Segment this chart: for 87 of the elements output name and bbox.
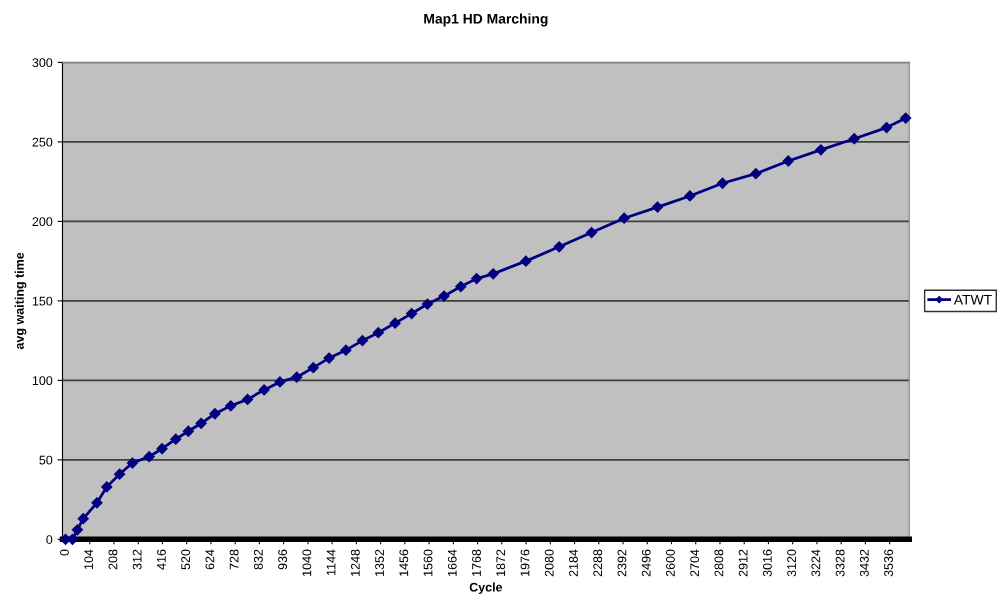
point (848, 133, 860, 145)
point (520, 255, 532, 267)
x-tick-label: 3120 (787, 549, 797, 577)
x-tick-label: 3432 (859, 549, 869, 577)
point (291, 371, 303, 383)
point (716, 177, 729, 189)
point (225, 400, 237, 412)
x-tick-label: 1976 (520, 549, 530, 576)
x-tick-label: 1144 (326, 549, 336, 575)
point (156, 443, 168, 455)
x-tick-label: 3328 (835, 549, 845, 577)
x-tick-label: 2808 (714, 549, 724, 577)
y-tick-label: 250 (32, 137, 53, 147)
point (900, 112, 912, 124)
y-tick-label: 0 (46, 535, 53, 544)
y-axis-title: avg waiting time (14, 252, 27, 350)
point (77, 513, 89, 525)
x-tick-label: 2392 (617, 549, 627, 577)
x-tick-label: 1456 (399, 549, 409, 576)
x-tick-label: 1872 (496, 549, 506, 576)
point (372, 327, 384, 339)
x-tick-label: 3016 (762, 549, 772, 577)
point (195, 417, 207, 429)
point (126, 457, 139, 469)
point (406, 307, 418, 320)
x-tick-label: 832 (253, 549, 263, 570)
x-tick-label: 1040 (302, 549, 312, 576)
x-tick-label: 1560 (423, 549, 433, 576)
point (421, 298, 434, 310)
y-tick-label: 100 (32, 376, 53, 386)
x-tick-label: 1768 (472, 549, 481, 576)
point (389, 317, 401, 329)
y-tick-label: 200 (32, 217, 53, 227)
x-tick-label: 0 (60, 549, 69, 556)
point (782, 155, 794, 167)
point (455, 280, 467, 293)
point (182, 425, 194, 437)
x-tick-label: 416 (156, 549, 166, 570)
point (750, 168, 762, 180)
y-tick-label: 50 (39, 455, 53, 465)
point (487, 268, 499, 280)
x-tick-label: 2496 (641, 549, 651, 577)
x-tick-label: 2912 (738, 549, 748, 577)
x-tick-label: 2288 (593, 549, 603, 577)
y-tick-label: 300 (32, 58, 53, 68)
x-tick-label: 520 (181, 549, 191, 570)
point (91, 497, 103, 509)
x-tick-label: 208 (108, 549, 118, 570)
point (323, 352, 335, 364)
point (258, 384, 270, 396)
x-tick-label: 2184 (569, 549, 578, 577)
point (684, 190, 696, 202)
point (471, 273, 483, 285)
x-tick-label: 2600 (665, 549, 675, 577)
point (101, 481, 113, 493)
x-tick-label: 936 (278, 549, 288, 570)
x-tick-label: 2080 (544, 549, 554, 577)
point (209, 408, 221, 420)
x-tick-label: 624 (205, 549, 215, 570)
point (113, 468, 126, 480)
point (585, 226, 598, 239)
x-tick-label: 2704 (690, 549, 700, 577)
chart-title: Map1 HD Marching (424, 13, 548, 27)
point (438, 290, 450, 302)
point (143, 451, 155, 463)
x-tick-label: 1664 (447, 549, 457, 576)
point (553, 241, 565, 253)
x-tick-label: 1248 (350, 549, 360, 576)
y-tick-label: 150 (32, 296, 53, 306)
point (618, 212, 630, 224)
x-tick-label: 728 (229, 549, 239, 570)
point (170, 433, 182, 445)
x-tick-label: 3536 (884, 549, 893, 577)
x-tick-label: 104 (84, 549, 94, 569)
x-tick-label: 312 (132, 549, 142, 570)
legend-label: ATWT (953, 294, 992, 305)
point (340, 344, 352, 356)
x-tick-label: 1352 (375, 549, 384, 576)
point (71, 524, 84, 536)
x-axis-title: Cycle (469, 582, 503, 595)
x-tick-label: 3224 (811, 549, 821, 577)
point (356, 335, 369, 347)
point (241, 393, 254, 406)
point (815, 144, 827, 156)
point (307, 362, 319, 374)
point (881, 121, 893, 134)
point (651, 201, 664, 213)
